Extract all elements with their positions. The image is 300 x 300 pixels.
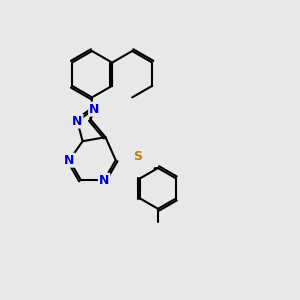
- Text: N: N: [72, 115, 83, 128]
- Text: S: S: [133, 150, 142, 163]
- Text: N: N: [89, 103, 100, 116]
- Text: N: N: [64, 154, 74, 167]
- Text: N: N: [99, 174, 109, 187]
